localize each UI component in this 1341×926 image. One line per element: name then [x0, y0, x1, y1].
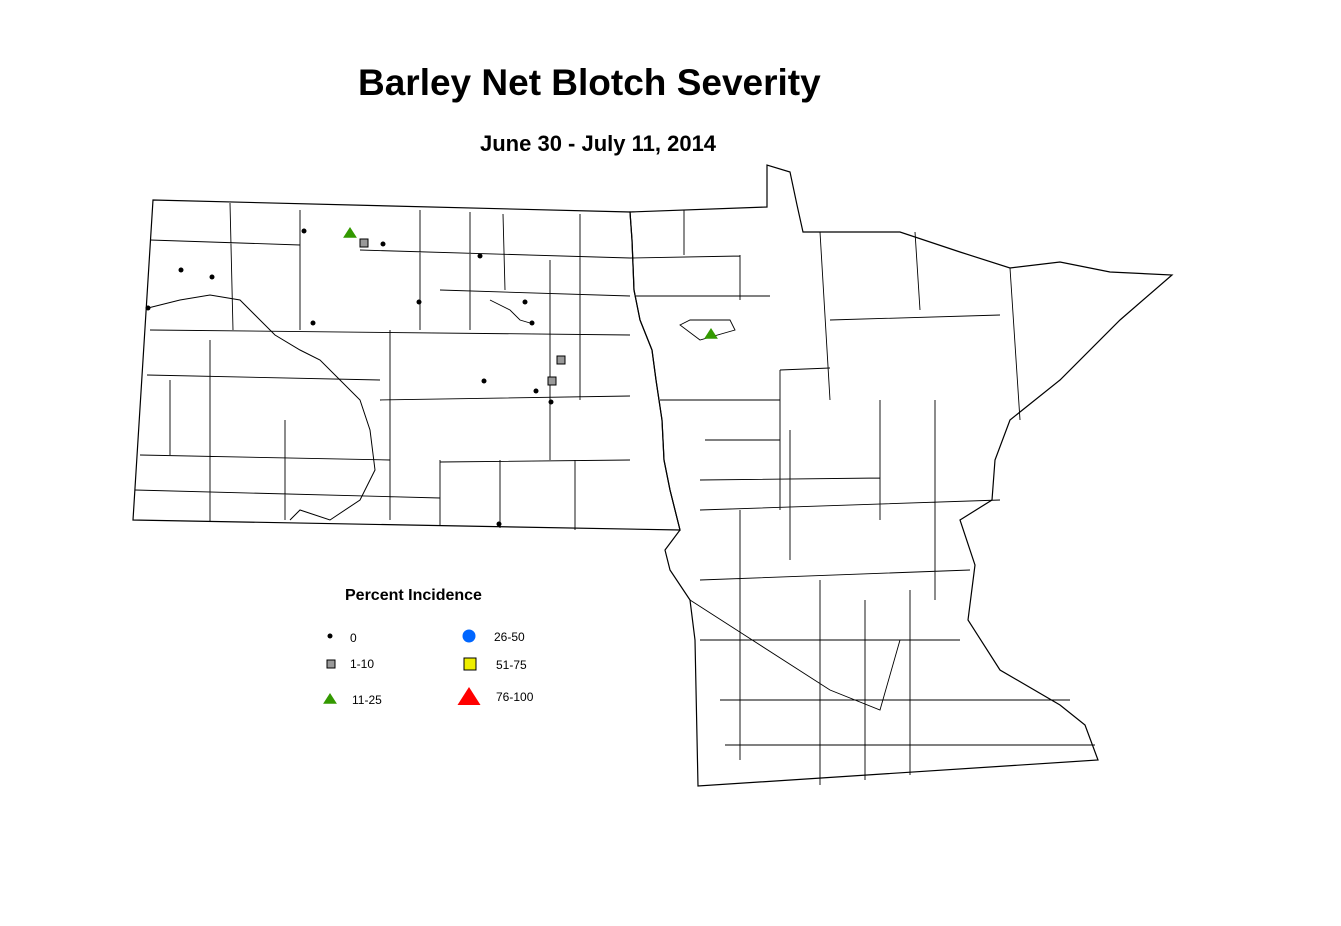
site-marker — [145, 305, 151, 311]
legend-symbol-triangle — [323, 693, 337, 704]
site-marker — [477, 253, 483, 259]
site-marker — [481, 378, 487, 384]
site-marker — [301, 228, 307, 234]
legend-symbol-dot — [327, 633, 333, 639]
site-marker — [548, 399, 554, 405]
site-marker — [416, 299, 422, 305]
legend-symbol-circle — [462, 629, 476, 643]
legend-symbols — [323, 629, 481, 705]
site-marker — [704, 328, 718, 339]
site-markers — [145, 227, 718, 527]
site-marker — [343, 227, 357, 238]
site-marker — [178, 267, 184, 273]
site-marker — [380, 241, 386, 247]
north-dakota-outline — [132, 199, 681, 531]
site-marker — [547, 376, 557, 386]
site-marker — [533, 388, 539, 394]
legend-label-0: 0 — [350, 631, 357, 645]
map-subtitle: June 30 - July 11, 2014 — [480, 131, 717, 156]
minnesota-outline — [629, 164, 1174, 787]
legend-symbol-square — [463, 657, 477, 671]
legend-symbol-triangle — [457, 687, 481, 705]
legend-label-11-25: 11-25 — [352, 693, 382, 707]
legend-symbol-square — [326, 659, 336, 669]
site-marker — [522, 299, 528, 305]
site-marker — [529, 320, 535, 326]
site-marker — [359, 238, 369, 248]
site-marker — [496, 521, 502, 527]
legend-label-1-10: 1-10 — [350, 657, 375, 671]
site-marker — [556, 355, 566, 365]
legend-label-51-75: 51-75 — [496, 658, 527, 672]
site-marker — [209, 274, 215, 280]
map-title: Barley Net Blotch Severity — [358, 62, 821, 103]
legend-title: Percent Incidence — [345, 587, 482, 604]
county-boundaries — [134, 202, 1095, 785]
legend-label-76-100: 76-100 — [496, 690, 534, 704]
site-marker — [310, 320, 316, 326]
legend-label-26-50: 26-50 — [494, 630, 525, 644]
